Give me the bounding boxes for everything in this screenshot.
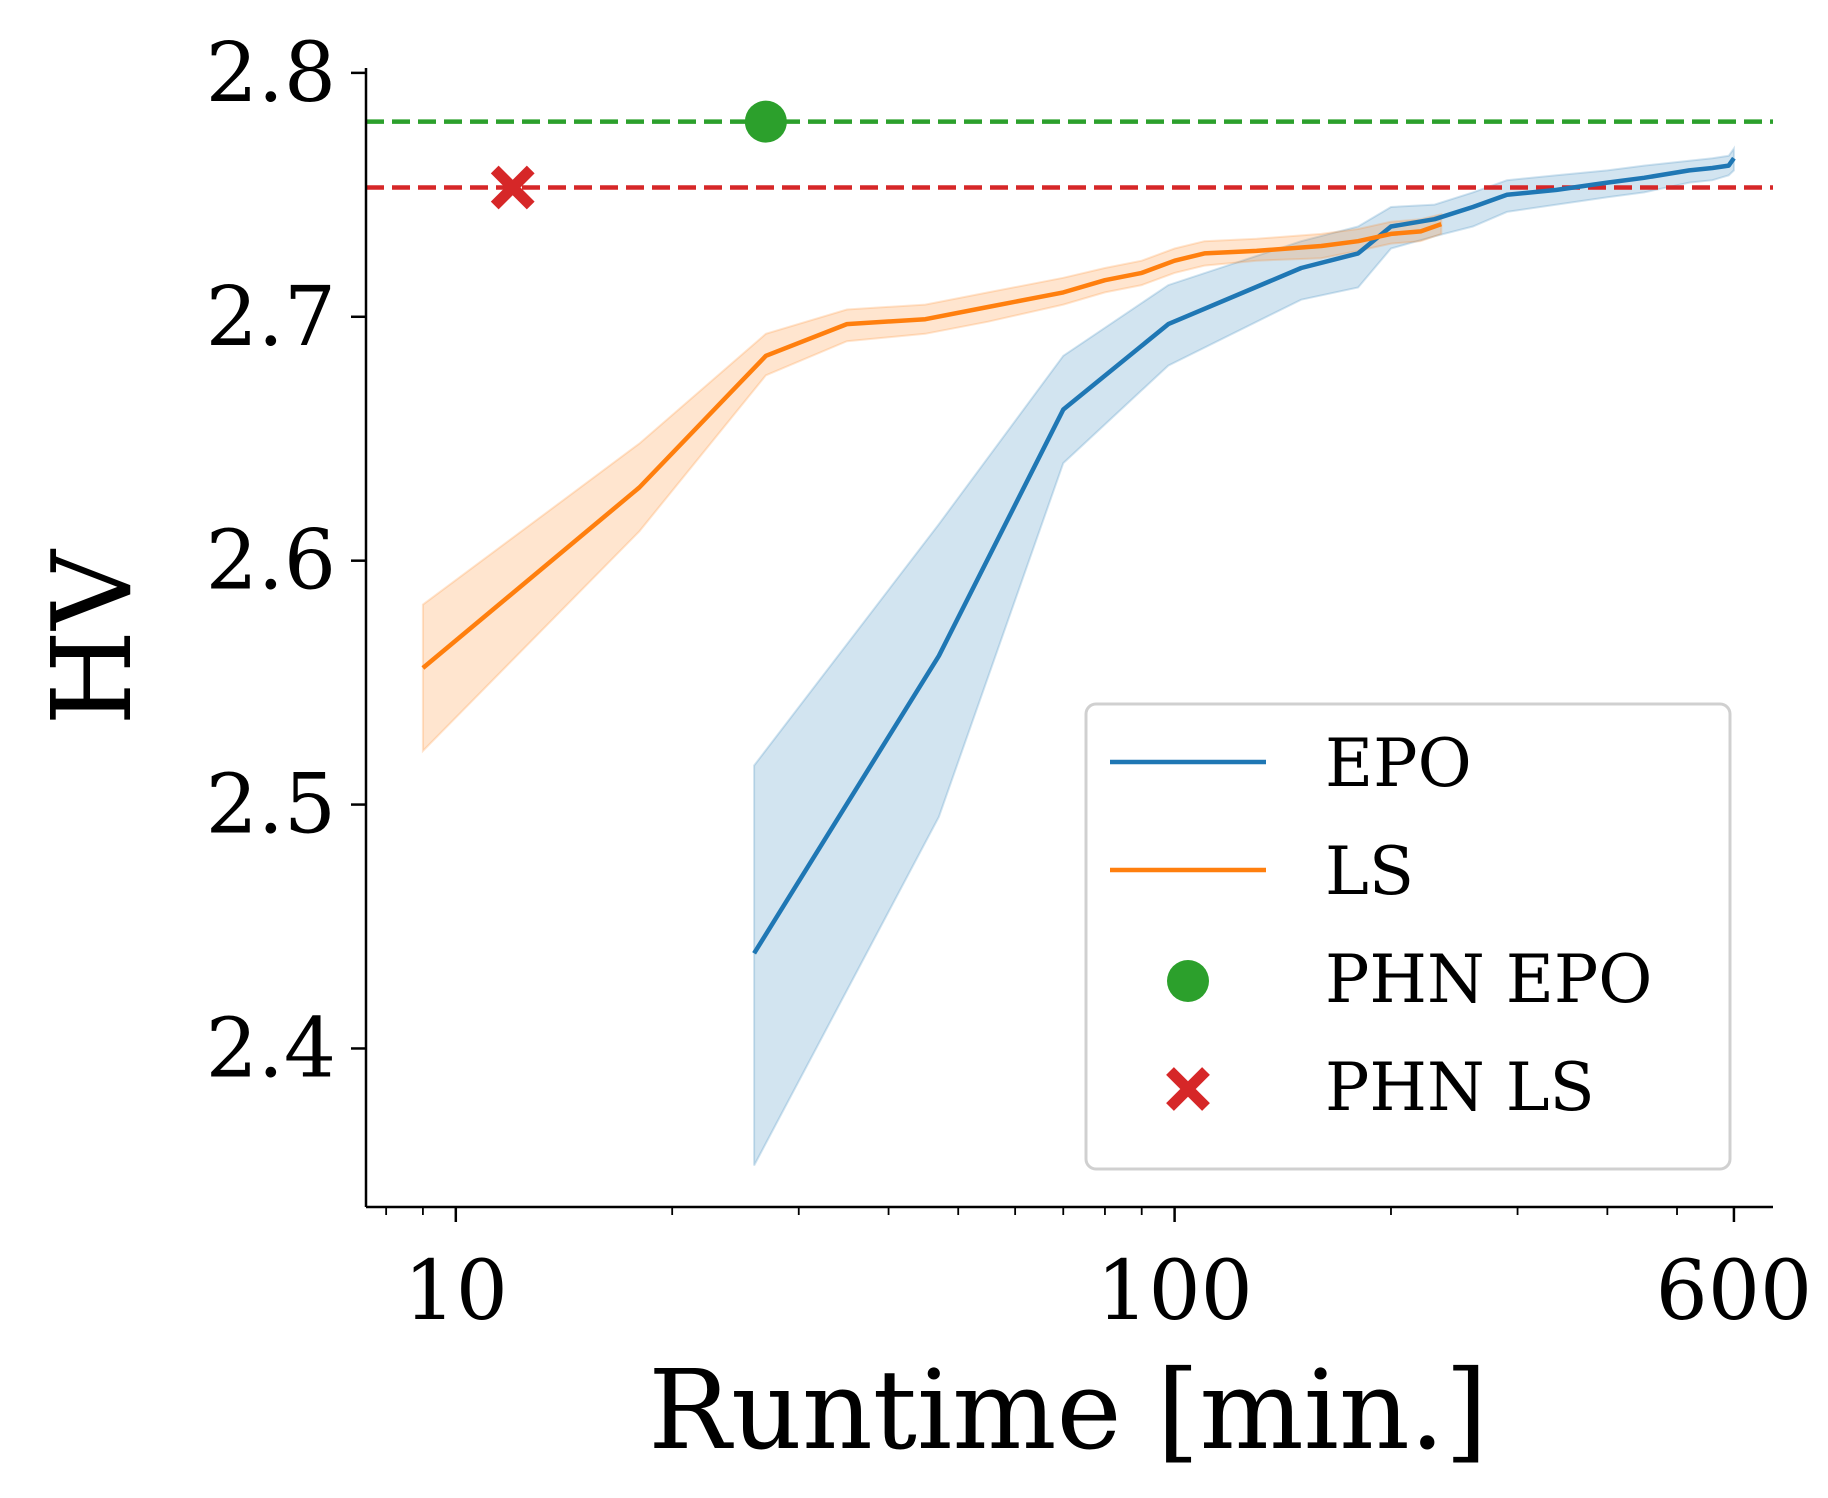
point-phn-ls-stroke — [490, 165, 535, 210]
axes — [364, 68, 1773, 1209]
x-axis-label: Runtime [min.] — [648, 1346, 1487, 1474]
point-phn-ls — [490, 165, 535, 210]
legend-label-ls: LS — [1325, 833, 1414, 910]
x-tick-label: 600 — [1656, 1244, 1813, 1339]
y-tick-label: 2.4 — [206, 1001, 336, 1096]
band-epo — [753, 145, 1735, 1166]
y-axis-label: HV — [28, 548, 156, 726]
y-tick-label: 2.8 — [206, 26, 336, 121]
x-tick-label: 100 — [1096, 1244, 1253, 1339]
y-tick-label: 2.6 — [206, 514, 336, 609]
reference-lines — [366, 119, 1773, 190]
legend-label-phn-ls: PHN LS — [1325, 1049, 1595, 1126]
legend-label-phn-epo: PHN EPO — [1325, 941, 1652, 1018]
line-epo — [752, 156, 1736, 955]
series-lines — [421, 156, 1736, 955]
band-ls — [421, 213, 1443, 754]
y-tick-label: 2.7 — [206, 270, 336, 365]
series-markers — [490, 100, 787, 210]
legend-marker-phn-epo — [1167, 960, 1209, 1002]
y-tick-label: 2.5 — [206, 758, 336, 853]
confidence-bands — [421, 145, 1735, 1166]
legend-frame — [1084, 702, 1732, 1171]
legend: EPO LS PHN EPO PHN LS — [1084, 702, 1732, 1171]
legend-label-epo: EPO — [1325, 725, 1472, 802]
x-tick-label: 10 — [404, 1244, 508, 1339]
y-ticks: 2.4 2.5 2.6 2.7 2.8 — [206, 26, 366, 1096]
line-ls — [421, 221, 1443, 670]
x-ticks: 10 100 600 — [385, 1207, 1813, 1339]
legend-marker-phn-ls-stroke — [1166, 1067, 1210, 1111]
legend-marker-phn-ls — [1166, 1067, 1210, 1111]
point-phn-epo — [744, 100, 787, 143]
